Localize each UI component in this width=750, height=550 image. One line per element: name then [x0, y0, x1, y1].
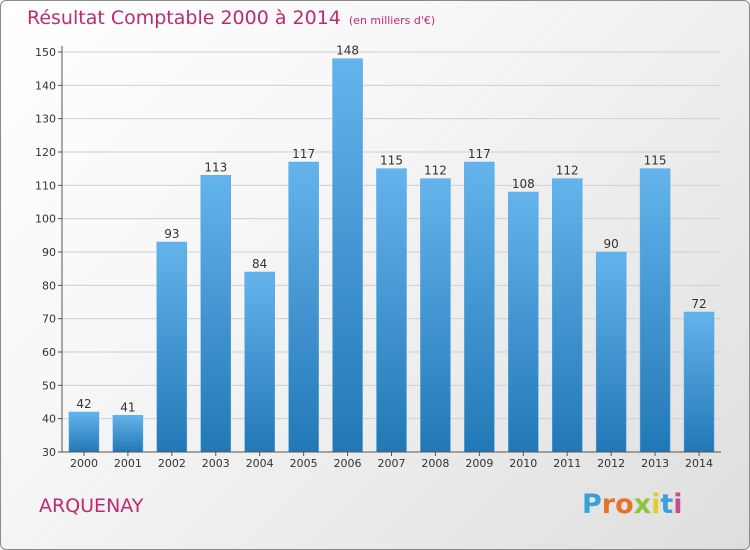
- y-tick-label: 40: [42, 413, 56, 426]
- bar-value-label: 115: [380, 154, 403, 168]
- bar-value-label: 90: [604, 237, 619, 251]
- x-tick-label: 2000: [70, 457, 98, 470]
- y-tick-label: 130: [35, 113, 56, 126]
- x-tick-label: 2006: [334, 457, 362, 470]
- x-tick-label: 2001: [114, 457, 142, 470]
- x-tick-label: 2009: [465, 457, 493, 470]
- y-tick-label: 120: [35, 146, 56, 159]
- bar: [551, 178, 583, 453]
- x-tick-label: 2008: [421, 457, 449, 470]
- title-row: Résultat Comptable 2000 à 2014 (en millie…: [27, 7, 435, 29]
- bar: [244, 271, 275, 453]
- chart-subtitle: (en milliers d'€): [348, 14, 436, 27]
- brand-letter: o: [615, 489, 634, 520]
- bar-value-label: 117: [468, 147, 491, 161]
- bar: [595, 251, 627, 453]
- bar: [683, 311, 715, 453]
- bar-value-label: 93: [164, 227, 179, 241]
- x-tick-label: 2013: [641, 457, 669, 470]
- x-tick-label: 2005: [290, 457, 318, 470]
- brand-letter: x: [633, 489, 652, 520]
- axis-layer: 30 40 50 60 70 80 90 100 110 120 130 140 150 2000 2001…: [35, 46, 721, 470]
- y-tick-label: 80: [42, 279, 56, 292]
- bar: [420, 178, 451, 453]
- bar-value-label: 72: [691, 297, 706, 311]
- bar: [68, 411, 100, 453]
- y-tick-label: 30: [42, 446, 56, 459]
- y-tick-label: 60: [42, 346, 56, 359]
- y-tick-label: 90: [42, 246, 56, 259]
- brand-letter: P: [582, 489, 602, 520]
- x-tick-label: 2007: [378, 457, 406, 470]
- y-tick-label: 50: [42, 379, 56, 392]
- bar-value-label: 112: [556, 164, 579, 178]
- bar: [639, 168, 671, 453]
- bar-value-label: 117: [292, 147, 315, 161]
- brand-letter: i: [651, 489, 661, 520]
- brand-letter: i: [673, 489, 683, 520]
- x-tick-label: 2011: [553, 457, 581, 470]
- x-tick-label: 2004: [246, 457, 274, 470]
- bar-value-label: 148: [336, 44, 359, 58]
- y-tick-label: 150: [35, 46, 56, 59]
- y-tick-label: 70: [42, 313, 56, 326]
- x-tick-label: 2010: [509, 457, 537, 470]
- bar: [200, 175, 232, 453]
- chart-title: Résultat Comptable 2000 à 2014: [27, 7, 341, 29]
- x-tick-label: 2014: [685, 457, 713, 470]
- bar-value-label: 108: [512, 177, 535, 191]
- bar: [332, 58, 363, 453]
- bar: [288, 161, 319, 453]
- y-tick-label: 110: [35, 179, 56, 192]
- bar-value-label: 42: [76, 397, 91, 411]
- bar: [508, 191, 539, 453]
- bar: [112, 415, 144, 453]
- location-label: ARQUENAY: [39, 495, 144, 517]
- y-tick-label: 140: [35, 79, 56, 92]
- bar: [376, 168, 407, 453]
- bar-value-label: 41: [120, 400, 135, 414]
- bar: [156, 241, 188, 453]
- brand-logo[interactable]: Proxiti: [582, 489, 683, 520]
- bars-layer: 42 41 93 113 84 117 148 115 112 117 108 112 90 115 72: [68, 44, 715, 453]
- brand-letter: t: [660, 489, 674, 520]
- bar: [464, 161, 495, 453]
- x-tick-label: 2012: [597, 457, 625, 470]
- x-tick-label: 2003: [202, 457, 230, 470]
- bar-value-label: 112: [424, 164, 447, 178]
- brand-letter: r: [601, 489, 616, 520]
- bar-value-label: 113: [204, 160, 227, 174]
- bar-value-label: 84: [252, 257, 267, 271]
- x-tick-label: 2002: [158, 457, 186, 470]
- y-tick-label: 100: [35, 213, 56, 226]
- bar-value-label: 115: [644, 154, 667, 168]
